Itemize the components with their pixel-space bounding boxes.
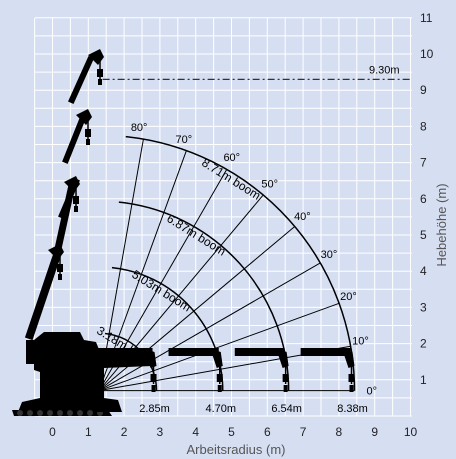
max-height-label: 9.30m	[369, 64, 400, 76]
angle-label: 30°	[321, 249, 338, 261]
reach-label: 4.70m	[205, 403, 236, 415]
angle-label: 80°	[131, 122, 148, 134]
raised-hook-block	[73, 196, 79, 204]
x-tick-label: 2	[121, 425, 128, 439]
reach-label: 6.54m	[271, 403, 302, 415]
y-tick-label: 7	[420, 156, 427, 170]
raised-hook-block	[85, 129, 91, 137]
angle-label: 70°	[176, 134, 193, 146]
raised-hook	[98, 79, 102, 85]
raised-hook	[86, 139, 90, 145]
hook-block	[151, 374, 157, 382]
x-tick-label: 3	[157, 425, 164, 439]
track-wheel	[87, 410, 93, 416]
y-tick-label: 2	[420, 337, 427, 351]
crane-cab	[26, 340, 46, 364]
x-tick-label: 0	[49, 425, 56, 439]
x-axis-title: Arbeitsradius (m)	[187, 442, 286, 457]
y-tick-label: 11	[420, 11, 433, 25]
track-wheel	[17, 410, 23, 416]
y-tick-label: 1	[420, 373, 427, 387]
track-wheel	[27, 410, 33, 416]
angle-label: 60°	[223, 152, 240, 164]
track-wheel	[57, 410, 63, 416]
angle-label: 50°	[261, 178, 278, 190]
x-tick-label: 5	[228, 425, 235, 439]
raised-hook	[74, 206, 78, 212]
angle-label: 10°	[352, 336, 369, 348]
y-tick-label: 5	[420, 228, 427, 242]
raised-hook-block	[57, 264, 63, 272]
hook-block	[349, 374, 355, 382]
y-tick-label: 8	[420, 119, 427, 133]
hook	[218, 385, 222, 392]
x-tick-label: 4	[192, 425, 199, 439]
y-tick-label: 9	[420, 83, 427, 97]
reach-label: 2.85m	[139, 403, 170, 415]
raised-hook-block	[97, 69, 103, 77]
x-tick-label: 9	[371, 425, 378, 439]
x-tick-label: 10	[404, 425, 418, 439]
track-wheel	[37, 410, 43, 416]
x-tick-label: 6	[264, 425, 271, 439]
y-axis-title: Hebehöhe (m)	[434, 183, 449, 266]
x-tick-label: 8	[336, 425, 343, 439]
x-tick-label: 7	[300, 425, 307, 439]
y-tick-label: 6	[420, 192, 427, 206]
y-tick-label: 3	[420, 300, 427, 314]
hook-block	[217, 374, 223, 382]
x-tick-label: 1	[85, 425, 92, 439]
track-wheel	[67, 410, 73, 416]
angle-label: 0°	[367, 386, 378, 398]
track-wheel	[47, 410, 53, 416]
reach-label: 8.38m	[337, 403, 368, 415]
hook	[284, 385, 288, 392]
raised-hook	[58, 274, 62, 280]
angle-label: 20°	[340, 291, 357, 303]
hook	[350, 385, 354, 392]
y-tick-label: 10	[420, 47, 434, 61]
track-wheel	[77, 410, 83, 416]
y-tick-label: 4	[420, 264, 427, 278]
angle-label: 40°	[294, 211, 311, 223]
hook	[152, 385, 156, 392]
hook-block	[283, 374, 289, 382]
